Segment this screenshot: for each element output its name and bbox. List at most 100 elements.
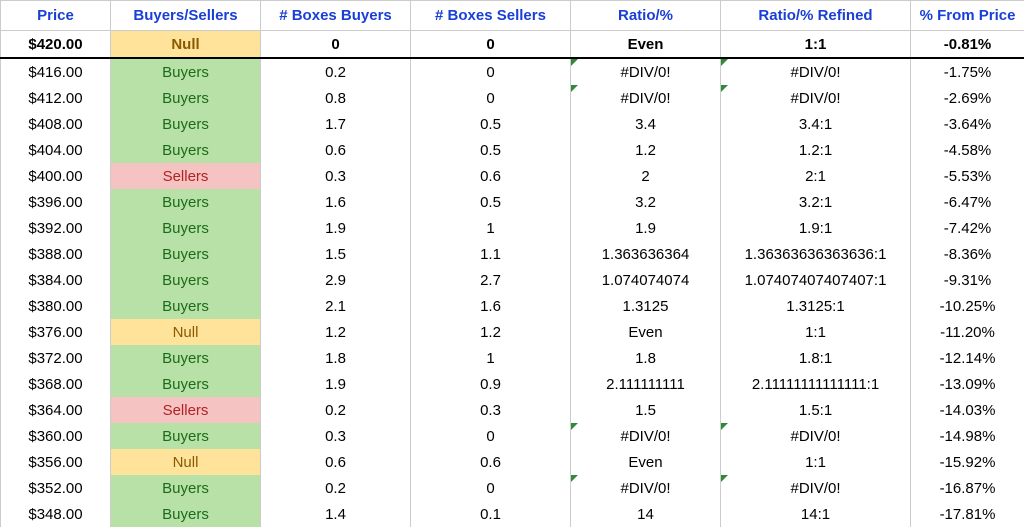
cell-ns: 0 [411,58,571,85]
cell-price: $384.00 [1,267,111,293]
table-row: $400.00Sellers0.30.622:1-5.53% [1,163,1024,189]
cell-ns: 0.6 [411,449,571,475]
cell-ratio: 1.363636364 [571,241,721,267]
cell-pct: -2.69% [911,85,1024,111]
cell-ratio: 1.8 [571,345,721,371]
cell-ns: 1.1 [411,241,571,267]
cell-pct: -3.64% [911,111,1024,137]
cell-ratio: 2 [571,163,721,189]
cell-bs: Buyers [111,267,261,293]
cell-price: $412.00 [1,85,111,111]
cell-price: $420.00 [1,31,111,59]
cell-nb: 1.6 [261,189,411,215]
cell-ratio: 3.2 [571,189,721,215]
cell-pct: -8.36% [911,241,1024,267]
cell-ns: 1.2 [411,319,571,345]
cell-rref: 1.07407407407407:1 [721,267,911,293]
cell-price: $404.00 [1,137,111,163]
cell-price: $348.00 [1,501,111,527]
cell-price: $356.00 [1,449,111,475]
cell-rref: 3.2:1 [721,189,911,215]
col-header-boxes-buyers: # Boxes Buyers [261,1,411,31]
table-row: $376.00Null1.21.2Even1:1-11.20% [1,319,1024,345]
cell-ns: 0.3 [411,397,571,423]
price-levels-table: Price Buyers/Sellers # Boxes Buyers # Bo… [0,0,1024,527]
cell-ns: 0.9 [411,371,571,397]
cell-rref: #DIV/0! [721,85,911,111]
cell-ns: 0 [411,85,571,111]
cell-nb: 0.8 [261,85,411,111]
cell-ratio: Even [571,31,721,59]
cell-ratio: 2.111111111 [571,371,721,397]
cell-rref: 14:1 [721,501,911,527]
cell-nb: 1.4 [261,501,411,527]
cell-nb: 0.3 [261,423,411,449]
cell-rref: 1.3125:1 [721,293,911,319]
table-row: $352.00Buyers0.20#DIV/0!#DIV/0!-16.87% [1,475,1024,501]
cell-bs: Buyers [111,111,261,137]
cell-nb: 0.2 [261,475,411,501]
col-header-ratio: Ratio/% [571,1,721,31]
table-row: $388.00Buyers1.51.11.3636363641.36363636… [1,241,1024,267]
cell-nb: 0.3 [261,163,411,189]
cell-nb: 1.2 [261,319,411,345]
cell-ns: 0.1 [411,501,571,527]
cell-bs: Buyers [111,475,261,501]
cell-ratio: 1.3125 [571,293,721,319]
cell-pct: -14.03% [911,397,1024,423]
cell-rref: #DIV/0! [721,423,911,449]
col-header-boxes-sellers: # Boxes Sellers [411,1,571,31]
cell-ratio: 3.4 [571,111,721,137]
table-row: $384.00Buyers2.92.71.0740740741.07407407… [1,267,1024,293]
table-row: $356.00Null0.60.6Even1:1-15.92% [1,449,1024,475]
table-row: $412.00Buyers0.80#DIV/0!#DIV/0!-2.69% [1,85,1024,111]
cell-bs: Buyers [111,293,261,319]
cell-ns: 0 [411,475,571,501]
cell-pct: -5.53% [911,163,1024,189]
cell-nb: 2.9 [261,267,411,293]
cell-pct: -10.25% [911,293,1024,319]
cell-ns: 1.6 [411,293,571,319]
col-header-buyers-sellers: Buyers/Sellers [111,1,261,31]
cell-ns: 0.5 [411,189,571,215]
cell-ratio: 1.9 [571,215,721,241]
cell-ns: 1 [411,345,571,371]
cell-price: $400.00 [1,163,111,189]
cell-ns: 2.7 [411,267,571,293]
cell-pct: -14.98% [911,423,1024,449]
cell-pct: -15.92% [911,449,1024,475]
table-row: $396.00Buyers1.60.53.23.2:1-6.47% [1,189,1024,215]
cell-ratio: #DIV/0! [571,58,721,85]
cell-ns: 0 [411,423,571,449]
cell-ns: 0.6 [411,163,571,189]
cell-price: $416.00 [1,58,111,85]
cell-pct: -4.58% [911,137,1024,163]
cell-ratio: Even [571,319,721,345]
cell-price: $368.00 [1,371,111,397]
cell-rref: 2:1 [721,163,911,189]
cell-pct: -1.75% [911,58,1024,85]
cell-nb: 1.5 [261,241,411,267]
cell-ratio: #DIV/0! [571,475,721,501]
cell-rref: 1.2:1 [721,137,911,163]
cell-ratio: 1.5 [571,397,721,423]
cell-ratio: 14 [571,501,721,527]
cell-ns: 0.5 [411,137,571,163]
cell-pct: -0.81% [911,31,1024,59]
cell-price: $360.00 [1,423,111,449]
table-row: $364.00Sellers0.20.31.51.5:1-14.03% [1,397,1024,423]
cell-price: $396.00 [1,189,111,215]
cell-bs: Buyers [111,189,261,215]
cell-nb: 0.2 [261,397,411,423]
cell-ratio: 1.2 [571,137,721,163]
cell-rref: #DIV/0! [721,475,911,501]
table-row: $348.00Buyers1.40.11414:1-17.81% [1,501,1024,527]
cell-ns: 0.5 [411,111,571,137]
cell-bs: Null [111,449,261,475]
header-row: Price Buyers/Sellers # Boxes Buyers # Bo… [1,1,1024,31]
cell-price: $376.00 [1,319,111,345]
table-row: $368.00Buyers1.90.92.1111111112.11111111… [1,371,1024,397]
cell-pct: -6.47% [911,189,1024,215]
cell-bs: Buyers [111,85,261,111]
cell-nb: 0.6 [261,137,411,163]
